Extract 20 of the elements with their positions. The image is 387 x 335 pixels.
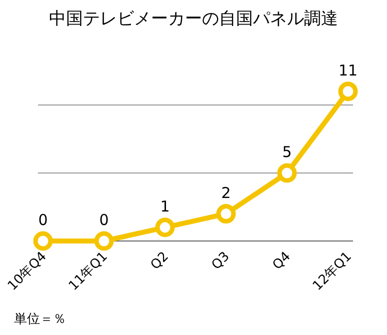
x-tick-label: Q4 xyxy=(270,249,294,273)
x-tick-label: 10年Q4 xyxy=(5,249,50,294)
point xyxy=(33,231,53,251)
x-tick-label: 11年Q1 xyxy=(66,249,111,294)
data-label: 2 xyxy=(221,184,231,202)
data-label: 0 xyxy=(99,211,109,229)
data-label: 11 xyxy=(338,61,358,80)
data-label: 5 xyxy=(282,143,292,161)
point xyxy=(155,218,175,238)
data-label: 1 xyxy=(160,197,170,216)
x-tick-label: 12年Q1 xyxy=(310,249,355,294)
x-tick-label: Q2 xyxy=(148,249,172,273)
x-tick-label: Q3 xyxy=(209,249,233,273)
point xyxy=(338,82,358,102)
point xyxy=(277,163,297,183)
data-label: 0 xyxy=(38,211,48,229)
chart-title: 中国テレビメーカーの自国パネル調達 xyxy=(49,9,338,29)
point xyxy=(94,231,114,251)
point xyxy=(216,204,236,224)
text: 単位＝％ xyxy=(14,312,66,327)
